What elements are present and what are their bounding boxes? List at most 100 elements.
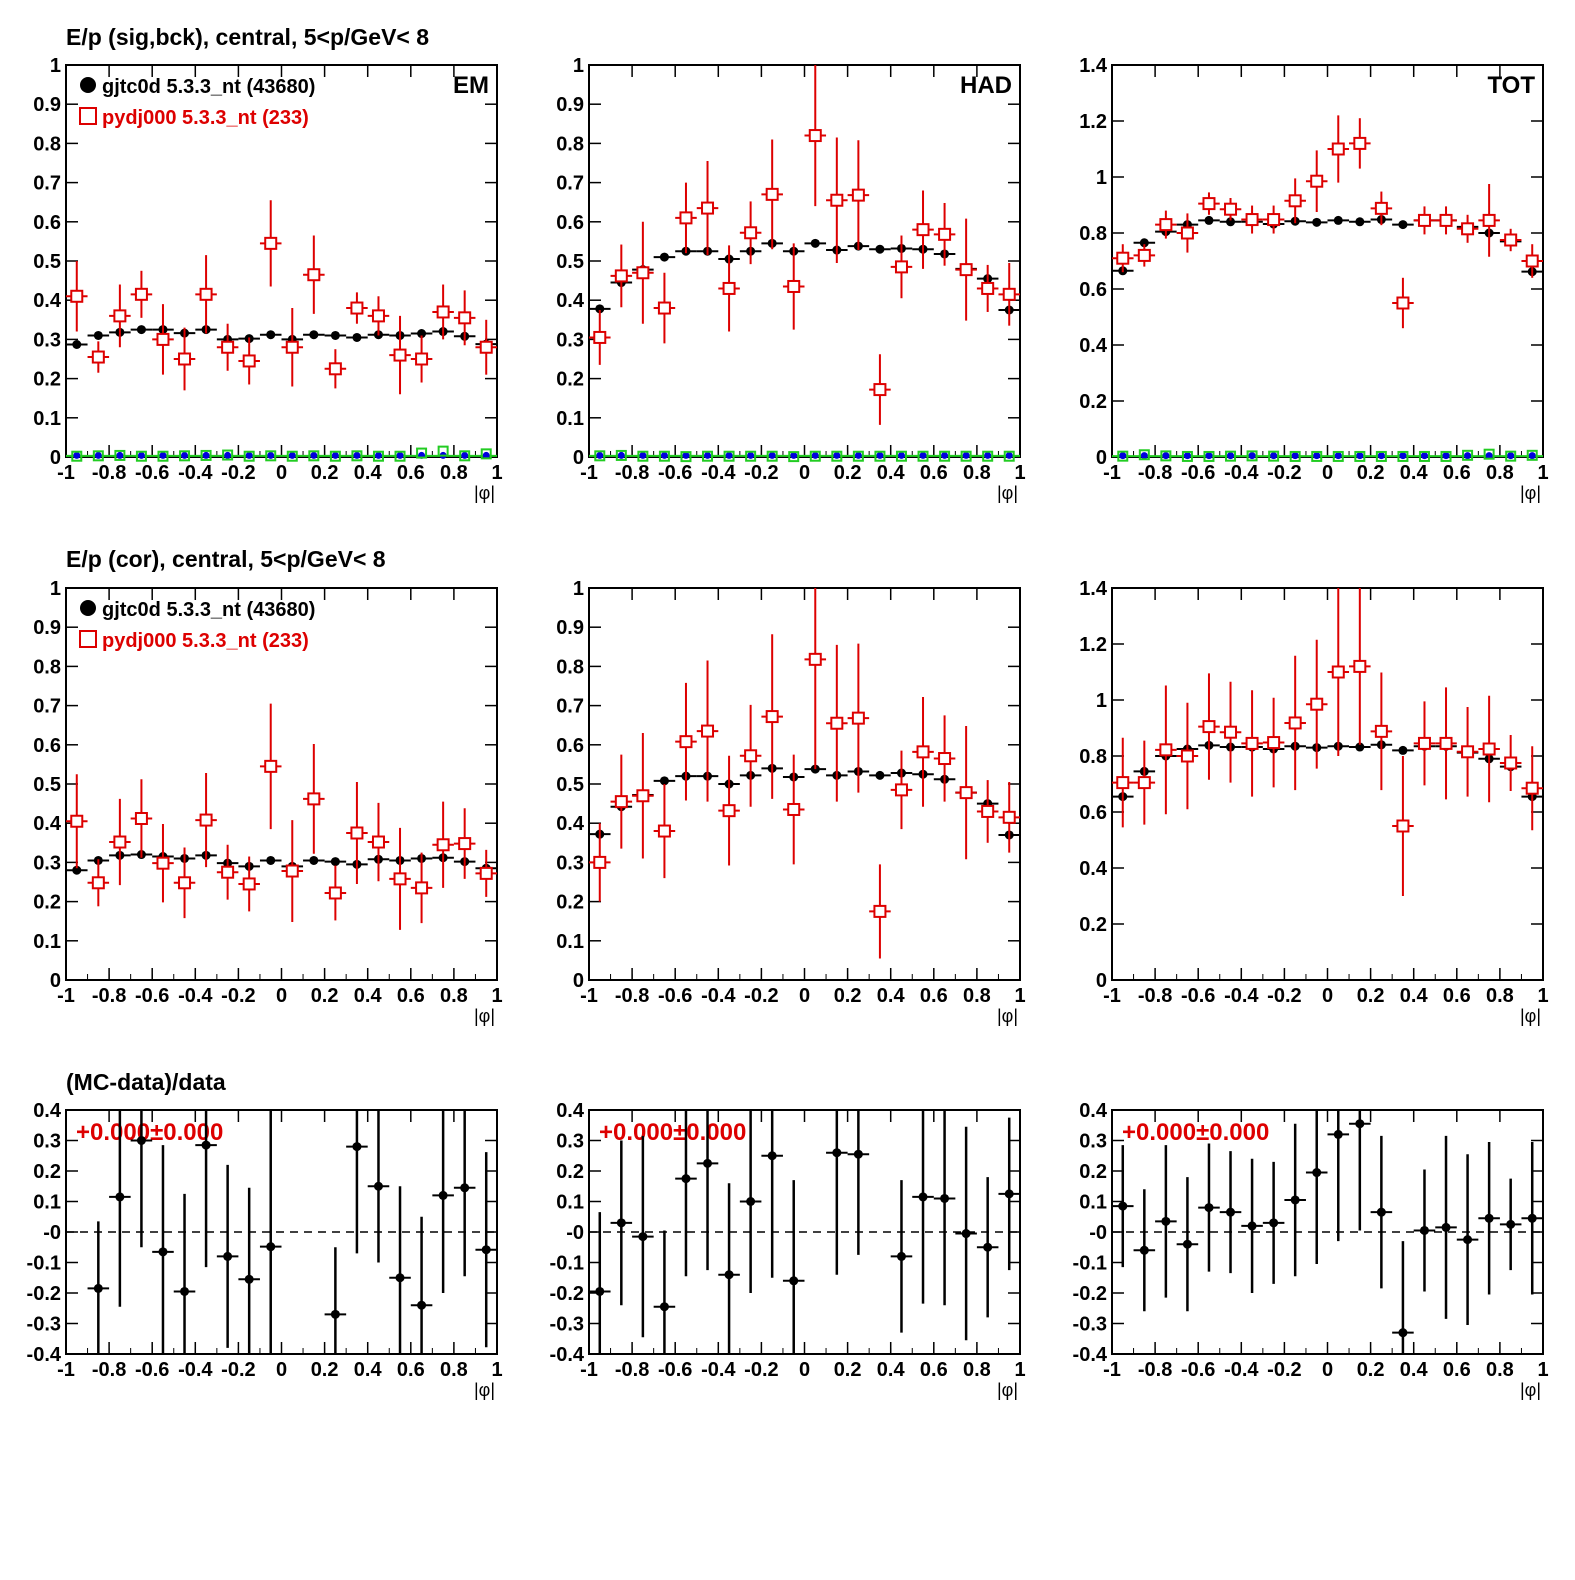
bck-mc-point [1311, 450, 1323, 462]
x-tick-label: -0.2 [744, 985, 778, 1007]
x-tick-label: 1 [491, 985, 502, 1007]
x-tick-label: -0.4 [1224, 985, 1259, 1007]
mc-point [1396, 819, 1410, 833]
ratio-point [638, 1232, 648, 1242]
data-point [266, 855, 276, 865]
y-tick-label: 0.7 [33, 173, 61, 195]
bck-mc-point [1397, 450, 1409, 462]
x-axis-label: |φ| [474, 1006, 495, 1026]
mc-point [1224, 725, 1238, 739]
legend-marker-data [80, 600, 96, 616]
x-tick-label: -1 [57, 985, 75, 1007]
mc-point [614, 269, 628, 283]
mc-point [1159, 218, 1173, 232]
y-tick-label: 0.2 [33, 369, 61, 391]
plot-frame [1111, 587, 1544, 981]
bck-mc-point [1505, 450, 1517, 462]
bck-data-point [768, 451, 776, 459]
x-axis-label: |φ| [997, 1380, 1018, 1400]
bck-data-point [202, 451, 210, 459]
data-point [810, 238, 820, 248]
y-tick-label: 0.7 [556, 696, 584, 718]
mc-point [1180, 226, 1194, 240]
x-tick-label: 0.8 [1486, 1359, 1514, 1381]
y-tick-label: 0.6 [556, 735, 584, 757]
mc-point [436, 838, 450, 852]
ratio-point [481, 1245, 491, 1255]
data-point [1355, 217, 1365, 227]
mc-point [1116, 251, 1130, 265]
x-tick-label: -0.2 [1267, 462, 1301, 484]
bck-data-point [224, 451, 232, 459]
mc-point [916, 745, 930, 759]
mc-point [1374, 724, 1388, 738]
mc-point [1504, 756, 1518, 770]
bck-mc-point [1138, 449, 1150, 461]
mc-point [1310, 697, 1324, 711]
mc-point [307, 268, 321, 282]
panel-4: -1 -0.8 -0.6 -0.4 -0.2 0 0.2 0.4 0.6 0.8 1|φ|00.10… [33, 578, 502, 1026]
mc-point [894, 783, 908, 797]
data-point [1204, 215, 1214, 225]
mc-point [1374, 201, 1388, 215]
ratio-point [1312, 1168, 1322, 1178]
bck-data-point [725, 451, 733, 459]
bck-data-point [617, 451, 625, 459]
bck-mc-point [286, 450, 298, 462]
data-point [659, 776, 669, 786]
legend-label-data: gjtc0d 5.3.3_nt (43680) [102, 76, 315, 98]
mc-point [1353, 136, 1367, 150]
ratio-point [681, 1174, 691, 1184]
y-tick-label: 0 [573, 447, 584, 469]
mc-point [1461, 745, 1475, 759]
bck-mc-point [416, 447, 428, 459]
y-tick-label: 0.8 [33, 133, 61, 155]
legend-marker-data [80, 77, 96, 93]
x-tick-label: -0.6 [1181, 985, 1215, 1007]
bck-data-point [1356, 452, 1364, 460]
y-tick-label: -0.3 [550, 1314, 584, 1336]
y-tick-label: 0 [573, 970, 584, 992]
y-tick-label: 0.8 [1079, 746, 1107, 768]
y-tick-label: 0.4 [33, 1100, 62, 1122]
x-tick-label: 0.4 [1400, 1359, 1429, 1381]
ratio-point [1139, 1245, 1149, 1255]
data-point [93, 330, 103, 340]
x-tick-label: -0.4 [178, 1359, 213, 1381]
ratio-point [352, 1142, 362, 1152]
mc-point [1159, 743, 1173, 757]
x-axis-label: |φ| [997, 1006, 1018, 1026]
mc-point [744, 226, 758, 240]
bck-data-point [288, 451, 296, 459]
mc-point [479, 866, 493, 880]
ratio-point [1484, 1213, 1494, 1223]
y-tick-label: 0.6 [33, 735, 61, 757]
bck-mc-point [702, 450, 714, 462]
x-tick-label: 0.6 [1443, 1359, 1471, 1381]
panel-8: -1 -0.8 -0.6 -0.4 -0.2 0 0.2 0.4 0.6 0.8 1|φ|-0.4-… [550, 1100, 1026, 1400]
bck-mc-point [745, 450, 757, 462]
x-tick-label: 0.4 [354, 462, 383, 484]
y-tick-label: 0.2 [1079, 391, 1107, 413]
ratio-point [1398, 1328, 1408, 1338]
y-tick-label: 0.3 [556, 852, 584, 874]
y-tick-label: 0.6 [1079, 802, 1107, 824]
bck-data-point [811, 451, 819, 459]
bck-mc-point [594, 450, 606, 462]
panels: -1 -0.8 -0.6 -0.4 -0.2 0 0.2 0.4 0.6 0.8 1|φ|00.10… [27, 55, 1549, 1400]
mc-point [156, 856, 170, 870]
bck-data-point [1291, 452, 1299, 460]
mc-point [1245, 213, 1259, 227]
bck-mc-point [480, 448, 492, 460]
bck-data-point [660, 451, 668, 459]
bck-mc-point [200, 449, 212, 461]
mc-point [1180, 749, 1194, 763]
panel-6: -1 -0.8 -0.6 -0.4 -0.2 0 0.2 0.4 0.6 0.8 1|φ|00.20… [1079, 578, 1548, 1026]
x-tick-label: 1 [491, 1359, 502, 1381]
bck-mc-point [615, 449, 627, 461]
y-tick-label: 0.3 [556, 1131, 584, 1153]
bck-mc-point [351, 450, 363, 462]
mc-point [938, 752, 952, 766]
mc-point [1482, 213, 1496, 227]
bck-mc-point [788, 451, 800, 463]
